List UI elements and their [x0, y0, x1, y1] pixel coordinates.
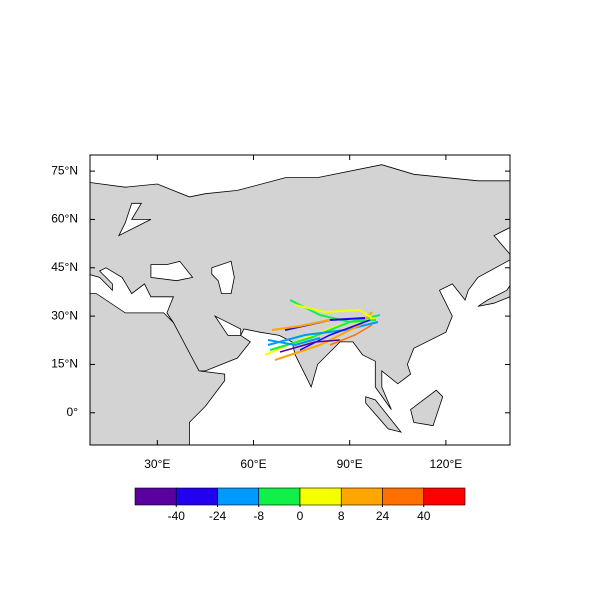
landmass [410, 389, 444, 427]
colorbar-label: -8 [253, 509, 264, 523]
y-tick-label: 45°N [51, 260, 78, 274]
map-frame [89, 154, 511, 446]
land [90, 155, 510, 445]
x-tick-label: 120°E [429, 457, 462, 471]
y-tick-label: 75°N [51, 163, 78, 177]
colorbar-label: -24 [209, 509, 227, 523]
water-body [118, 202, 152, 237]
colorbar-box [134, 487, 177, 506]
landmass [90, 155, 510, 410]
colorbar-label: 24 [376, 509, 390, 523]
landmass [477, 284, 510, 307]
x-tick-label: 90°E [337, 457, 363, 471]
colorbar-box [382, 487, 425, 506]
trajectories [264, 299, 381, 361]
colorbar-label: -40 [168, 509, 186, 523]
y-tick-label: 60°N [51, 212, 78, 226]
colorbar-label: 0 [297, 509, 304, 523]
colorbar-label: 40 [417, 509, 431, 523]
landmass [365, 396, 403, 433]
water-body [213, 315, 242, 336]
colorbar-box [340, 487, 383, 506]
y-tick-label: 30°N [51, 308, 78, 322]
water-body [211, 260, 235, 295]
colorbar-label: 8 [338, 509, 345, 523]
x-tick-label: 30°E [144, 457, 170, 471]
colorbar-box [175, 487, 218, 506]
colorbar-box [258, 487, 301, 506]
y-tick-label: 15°N [51, 357, 78, 371]
y-tick-label: 0° [67, 405, 79, 419]
colorbar-box [299, 487, 342, 506]
x-tick-label: 60°E [240, 457, 266, 471]
colorbar-box [217, 487, 260, 506]
colorbar-box [423, 487, 466, 506]
water-body [150, 260, 194, 282]
landmass [90, 293, 226, 445]
